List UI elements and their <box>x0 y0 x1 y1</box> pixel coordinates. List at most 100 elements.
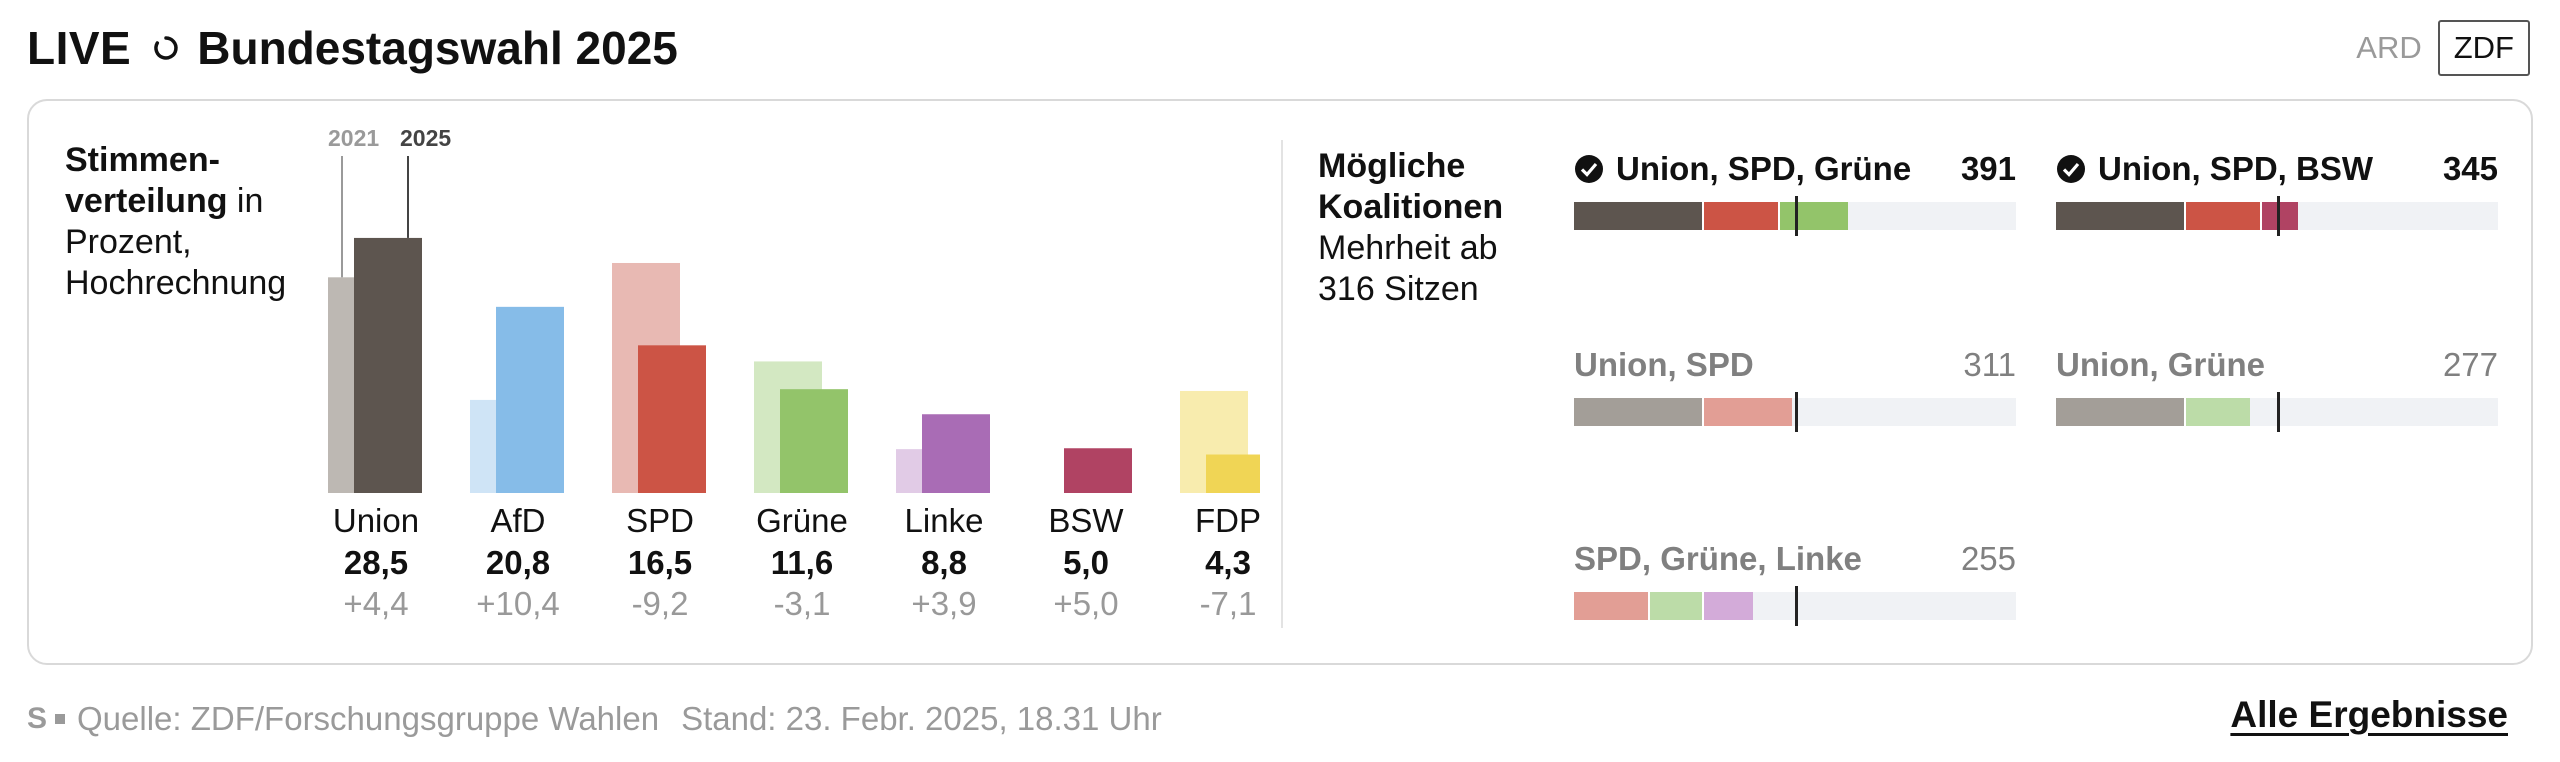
vote-share-label-rest: in Prozent, Hochrechnung <box>65 182 287 302</box>
coalition-segment-grüne <box>2186 398 2251 426</box>
party-diff: -7,1 <box>1199 585 1257 622</box>
bar-2025-grüne <box>780 389 848 493</box>
coalition-segment-grüne <box>1649 592 1704 620</box>
party-value: 4,3 <box>1205 544 1251 581</box>
majority-threshold-line <box>1794 586 1798 626</box>
bar-2025-afd <box>496 306 564 493</box>
party-label-bsw: BSW 5,0 +5,0 <box>1016 500 1156 624</box>
coalition-card: SPD, Grüne, Linke 255 <box>1574 538 2016 626</box>
party-name: Linke <box>904 502 984 539</box>
coalition-bar <box>2056 392 2498 432</box>
bar-2025-fdp <box>1206 454 1260 493</box>
legend-2021: 2021 <box>328 125 379 151</box>
vote-share-label: Stimmen- verteilung in Prozent, Hochrech… <box>65 140 325 304</box>
coalition-seats: 277 <box>2442 346 2498 383</box>
coalition-card: Union, SPD 311 <box>1574 344 2016 432</box>
party-diff: +10,4 <box>476 585 560 622</box>
coalition-segment-bsw <box>2262 202 2299 230</box>
page-title: Bundestagswahl 2025 <box>197 22 678 74</box>
party-name: AfD <box>490 502 546 539</box>
coalition-name: Union, SPD, BSW <box>2056 150 2373 188</box>
coalition-segment-union <box>1574 398 1705 426</box>
coalition-segment-spd <box>1574 592 1650 620</box>
party-name: SPD <box>626 502 694 539</box>
party-label-fdp: FDP 4,3 -7,1 <box>1158 500 1298 624</box>
bar-2025-union <box>354 237 422 493</box>
coalition-bar <box>1574 196 2016 236</box>
coalition-segment-union <box>1574 202 1705 230</box>
coalition-bar <box>2056 196 2498 236</box>
party-diff: +3,9 <box>911 585 977 622</box>
header: LIVE Bundestagswahl 2025 <box>27 18 678 78</box>
vote-share-label-bold: Stimmen- verteilung <box>65 141 228 220</box>
bar-2025-spd <box>638 345 706 493</box>
coalition-segment-union <box>2056 202 2187 230</box>
live-spinner-icon <box>154 36 178 60</box>
coalition-name: Union, SPD, Grüne <box>1574 150 1911 188</box>
logo-square-icon <box>55 714 66 724</box>
coalition-card: Union, SPD, Grüne 391 <box>1574 148 2016 236</box>
majority-threshold-line <box>1794 392 1798 432</box>
coalition-card: Union, SPD, BSW 345 <box>2056 148 2498 236</box>
coalition-segment-linke <box>1703 592 1753 620</box>
coalition-name: SPD, Grüne, Linke <box>1574 540 1862 577</box>
switch-ard-button[interactable]: ARD <box>2356 30 2422 65</box>
party-name: Union <box>332 502 420 539</box>
coalition-seats: 391 <box>1960 150 2016 187</box>
party-label-union: Union 28,5 +4,4 <box>306 500 446 624</box>
all-results-link[interactable]: Alle Ergebnisse <box>2230 694 2508 735</box>
coalition-card: Union, Grüne 277 <box>2056 344 2498 432</box>
party-label-spd: SPD 16,5 -9,2 <box>590 500 730 624</box>
coalition-segment-spd <box>1704 202 1781 230</box>
majority-check-icon <box>1575 155 1603 183</box>
bar-2025-linke <box>922 414 990 493</box>
party-label-linke: Linke 8,8 +3,9 <box>874 500 1014 624</box>
vote-share-chart: 2021 2025 <box>328 125 1260 493</box>
coalition-segment-spd <box>2186 202 2263 230</box>
coalition-seats: 345 <box>2442 150 2498 187</box>
timestamp-text: Stand: 23. Febr. 2025, 18.31 Uhr <box>681 700 1162 737</box>
majority-check-icon <box>2057 155 2085 183</box>
party-diff: +4,4 <box>343 585 409 622</box>
results-card <box>27 99 2533 665</box>
legend-2025: 2025 <box>400 125 451 151</box>
coalitions-label: Mögliche Koalitionen Mehrheit ab 316 Sit… <box>1318 146 1548 310</box>
party-value: 5,0 <box>1063 544 1109 581</box>
coalition-bar <box>1574 586 2016 626</box>
party-diff: +5,0 <box>1053 585 1119 622</box>
coalition-name: Union, SPD <box>1574 346 1754 383</box>
coalition-segment-spd <box>1704 398 1793 426</box>
footer: S Quelle: ZDF/Forschungsgruppe Wahlen St… <box>27 700 1162 738</box>
source-text: Quelle: ZDF/Forschungsgruppe Wahlen <box>77 700 660 737</box>
party-name: BSW <box>1048 502 1124 539</box>
switch-zdf-button[interactable]: ZDF <box>2437 20 2530 76</box>
source-logo-icon: S <box>27 702 48 735</box>
bar-2025-bsw <box>1064 448 1132 493</box>
coalition-segment-grüne <box>1780 202 1849 230</box>
party-value: 8,8 <box>921 544 967 581</box>
party-value: 16,5 <box>627 544 693 581</box>
party-value: 20,8 <box>485 544 551 581</box>
majority-threshold-line <box>1794 196 1798 236</box>
party-value: 11,6 <box>770 544 834 581</box>
coalitions-label-rest: Mehrheit ab 316 Sitzen <box>1318 229 1498 308</box>
party-diff: -3,1 <box>773 585 831 622</box>
coalitions-label-bold: Mögliche Koalitionen <box>1318 147 1504 226</box>
coalition-segment-union <box>2056 398 2187 426</box>
party-name: Grüne <box>756 502 848 539</box>
party-diff: -9,2 <box>631 585 689 622</box>
source-switcher: ARD ZDF <box>2340 20 2530 76</box>
majority-threshold-line <box>2276 196 2280 236</box>
coalition-seats: 255 <box>1960 540 2016 577</box>
party-labels: Union 28,5 +4,4 AfD 20,8 +10,4 SPD 16,5 -9,2 Grün… <box>300 500 1261 630</box>
card-divider <box>1281 140 1283 628</box>
coalition-seats: 311 <box>1963 346 2016 383</box>
coalition-bar <box>1574 392 2016 432</box>
live-label: LIVE <box>27 22 132 74</box>
party-name: FDP <box>1195 502 1261 539</box>
party-label-afd: AfD 20,8 +10,4 <box>448 500 588 624</box>
coalition-name: Union, Grüne <box>2056 346 2265 383</box>
party-label-grüne: Grüne 11,6 -3,1 <box>732 500 872 624</box>
majority-threshold-line <box>2276 392 2280 432</box>
party-value: 28,5 <box>343 544 409 581</box>
